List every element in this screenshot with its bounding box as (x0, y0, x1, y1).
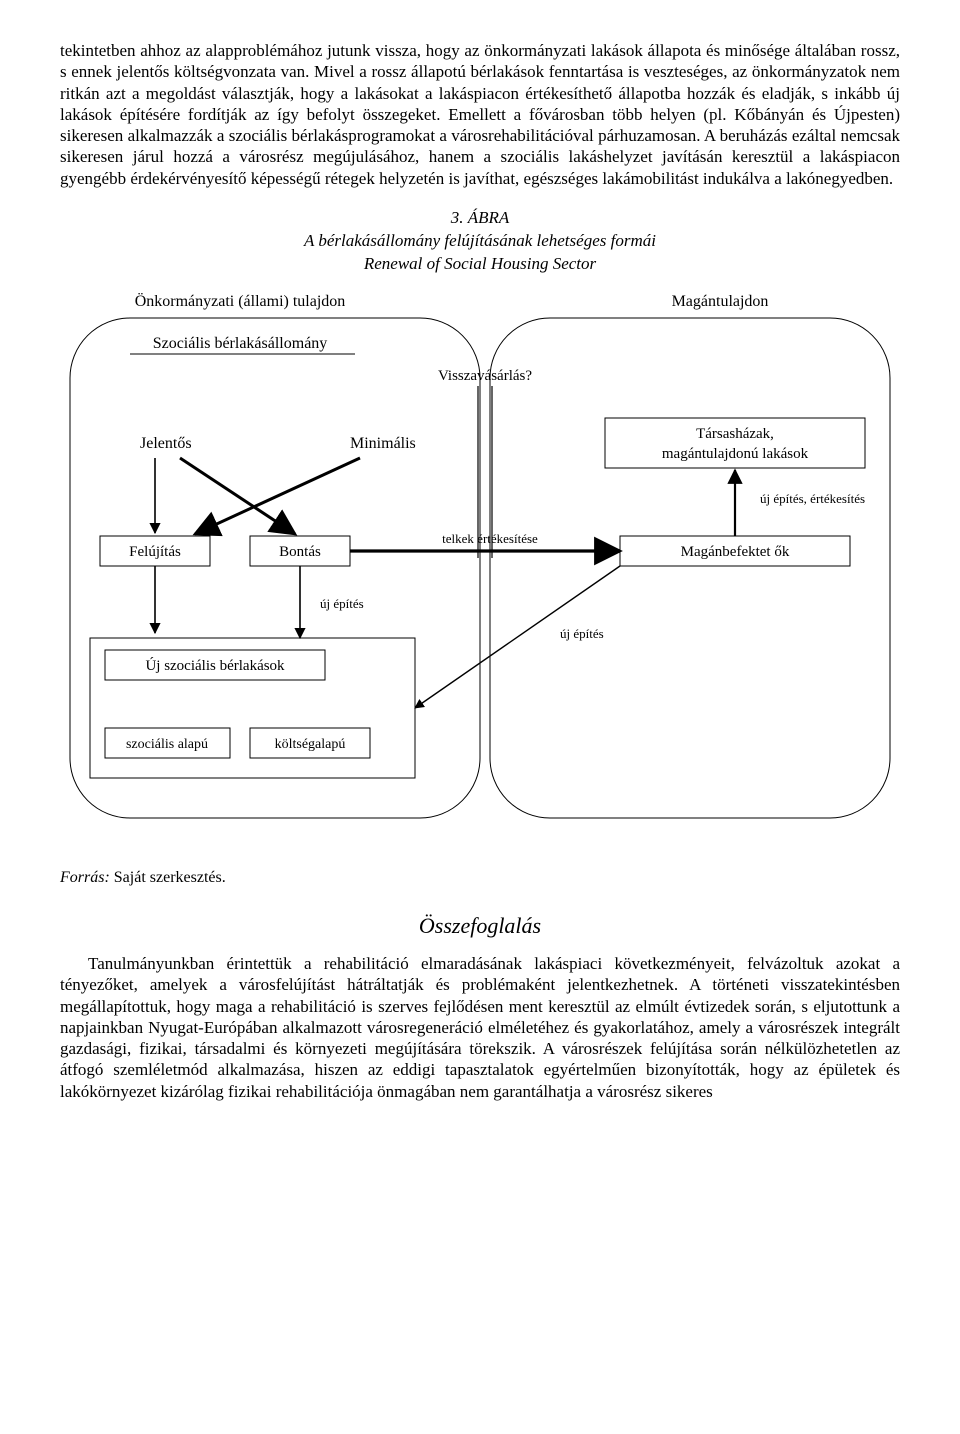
right-bubble-title: Magántulajdon (672, 293, 769, 310)
visszavasarlas-label: Visszavásárlás? (438, 368, 532, 384)
section-heading: Összefoglalás (60, 912, 900, 940)
bontas-text: Bontás (279, 544, 321, 560)
uj-szoc-text: Új szociális bérlakások (145, 657, 285, 674)
jelentos-label: Jelentős (140, 435, 192, 452)
stock-title: Szociális bérlakásállomány (153, 335, 328, 352)
uj-epites-mid-label: új építés (560, 626, 604, 641)
tarsashazak-line1: Társasházak, (696, 426, 774, 442)
figure-number: 3. ÁBRA (451, 208, 510, 227)
figure-source: Forrás: Saját szerkesztés. (60, 868, 900, 888)
uj-epites-right-label: új építés, értékesítés (760, 491, 865, 506)
source-value: Saját szerkesztés. (110, 869, 226, 886)
koltseg-text: költségalapú (275, 737, 346, 752)
figure-caption: 3. ÁBRA A bérlakásállomány felújításának… (60, 207, 900, 276)
minimalis-label: Minimális (350, 435, 416, 452)
paragraph-1: tekintetben ahhoz az alapproblémához jut… (60, 40, 900, 189)
left-bubble-title: Önkormányzati (állami) tulajdon (135, 292, 346, 310)
paragraph-2: Tanulmányunkban érintettük a rehabilitác… (60, 953, 900, 1102)
maganbef-text: Magánbefektet ők (681, 544, 790, 560)
telkek-label: telkek értékesítése (442, 531, 538, 546)
diagram-container: Önkormányzati (állami) tulajdon Magántul… (60, 288, 900, 848)
szoc-alapu-text: szociális alapú (126, 737, 208, 752)
right-bubble (490, 318, 890, 818)
figure-title-hu: A bérlakásállomány felújításának lehetsé… (304, 231, 656, 250)
tarsashazak-line2: magántulajdonú lakások (662, 446, 809, 462)
uj-epites-left-label: új építés (320, 596, 364, 611)
figure-title-en: Renewal of Social Housing Sector (364, 254, 596, 273)
renewal-flowchart: Önkormányzati (állami) tulajdon Magántul… (60, 288, 900, 848)
source-label: Forrás: (60, 869, 110, 886)
felujitas-text: Felújítás (129, 544, 181, 560)
